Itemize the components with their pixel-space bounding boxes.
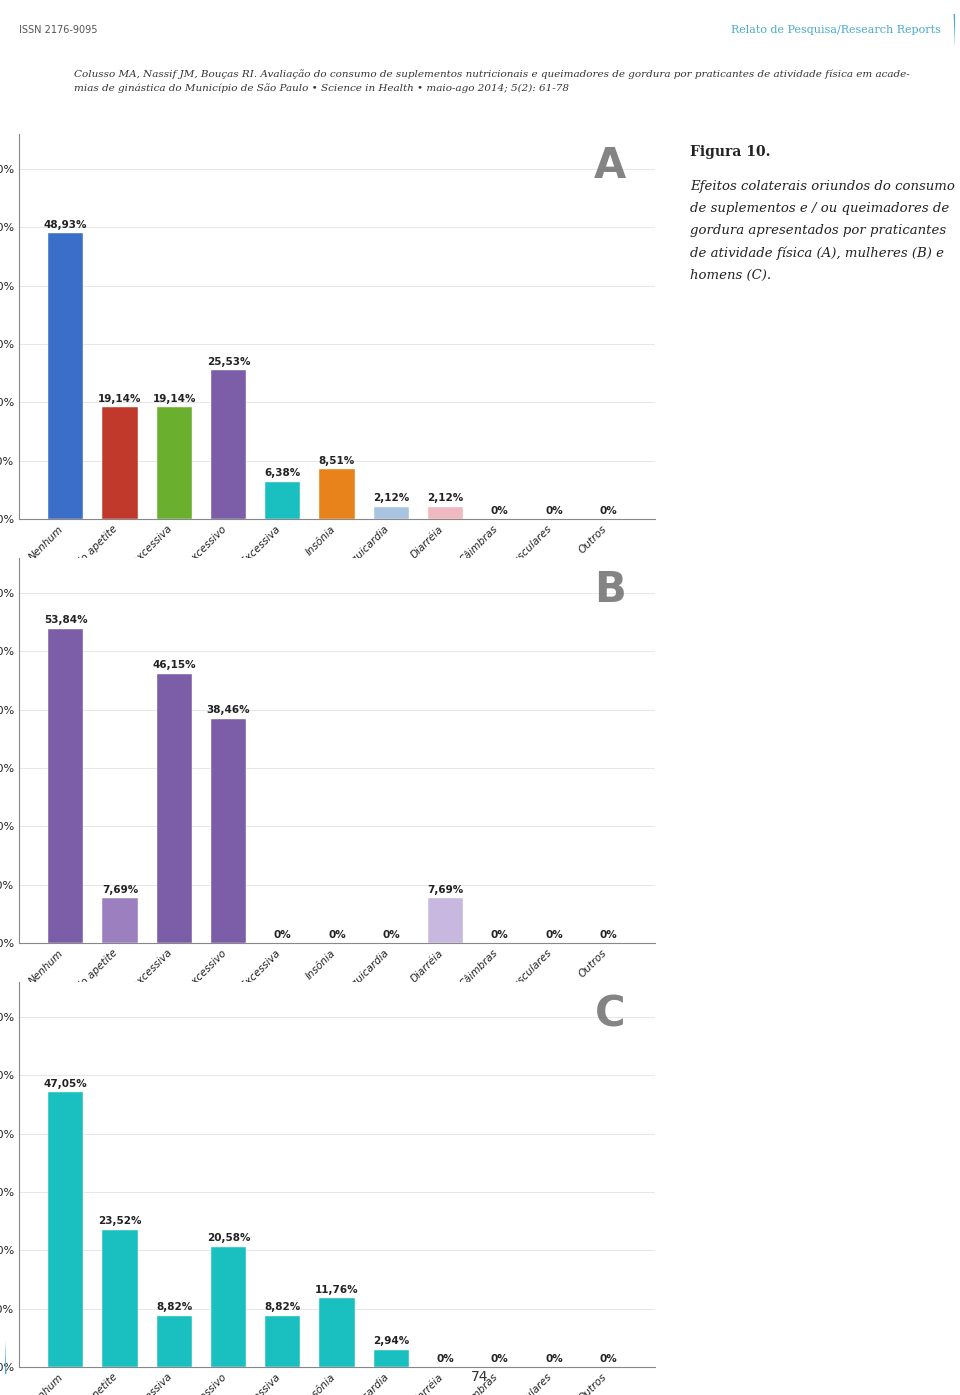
Bar [103, 898, 137, 943]
Text: 0%: 0% [491, 929, 509, 940]
Text: 0%: 0% [545, 929, 563, 940]
Bar [428, 506, 463, 519]
Text: 0%: 0% [599, 1353, 617, 1363]
Text: 8,51%: 8,51% [319, 456, 355, 466]
Text: Efeitos colaterais oriundos do consumo de suplementos e / ou queimadores de gord: Efeitos colaterais oriundos do consumo d… [690, 180, 955, 282]
Text: 48,93%: 48,93% [44, 220, 87, 230]
Bar [211, 718, 246, 943]
Text: 0%: 0% [491, 1353, 509, 1363]
Text: 74: 74 [471, 1370, 489, 1384]
Text: 0%: 0% [491, 505, 509, 516]
Text: 46,15%: 46,15% [153, 660, 196, 670]
Bar [156, 1315, 192, 1367]
Text: 0%: 0% [274, 929, 292, 940]
Text: 19,14%: 19,14% [153, 393, 196, 405]
Text: Relato de Pesquisa/Research Reports: Relato de Pesquisa/Research Reports [731, 25, 941, 35]
Bar [265, 481, 300, 519]
Text: 20,58%: 20,58% [206, 1233, 251, 1243]
Bar [373, 1350, 409, 1367]
Text: 6,38%: 6,38% [265, 469, 300, 478]
Bar [265, 1315, 300, 1367]
Text: 23,52%: 23,52% [98, 1216, 142, 1226]
Text: Figura 10.: Figura 10. [690, 145, 771, 159]
Text: 53,84%: 53,84% [44, 615, 87, 625]
Text: 7,69%: 7,69% [427, 884, 464, 894]
Text: 0%: 0% [437, 1353, 454, 1363]
Text: 0%: 0% [599, 505, 617, 516]
Text: 0%: 0% [382, 929, 400, 940]
Text: C: C [595, 993, 626, 1035]
Bar [103, 1230, 137, 1367]
Text: Colusso MA, Nassif JM, Bouças RI. Avaliação do consumo de suplementos nutriciona: Colusso MA, Nassif JM, Bouças RI. Avalia… [75, 70, 910, 93]
Bar [320, 1299, 354, 1367]
Bar [320, 470, 354, 519]
Bar [156, 674, 192, 943]
Bar [211, 370, 246, 519]
Text: 8,82%: 8,82% [156, 1302, 192, 1313]
Bar [156, 407, 192, 519]
Text: 2,94%: 2,94% [373, 1336, 409, 1346]
Text: 11,76%: 11,76% [315, 1285, 359, 1295]
Bar [103, 407, 137, 519]
Text: 7,69%: 7,69% [102, 884, 138, 894]
Bar [48, 1092, 84, 1367]
Text: ISSN 2176-9095: ISSN 2176-9095 [19, 25, 98, 35]
Text: 19,14%: 19,14% [98, 393, 142, 405]
Text: 0%: 0% [545, 505, 563, 516]
Bar [48, 629, 84, 943]
Bar [373, 506, 409, 519]
Bar [48, 233, 84, 519]
Text: 0%: 0% [599, 929, 617, 940]
Text: 2,12%: 2,12% [427, 494, 464, 504]
Text: 8,82%: 8,82% [265, 1302, 300, 1313]
Text: 2,12%: 2,12% [373, 494, 409, 504]
Text: 38,46%: 38,46% [206, 704, 251, 716]
Text: A: A [594, 145, 627, 187]
Text: 0%: 0% [328, 929, 346, 940]
Bar [428, 898, 463, 943]
Text: 47,05%: 47,05% [44, 1078, 87, 1089]
Bar [211, 1247, 246, 1367]
Text: 0%: 0% [545, 1353, 563, 1363]
Text: 25,53%: 25,53% [206, 357, 251, 367]
Text: B: B [594, 569, 626, 611]
